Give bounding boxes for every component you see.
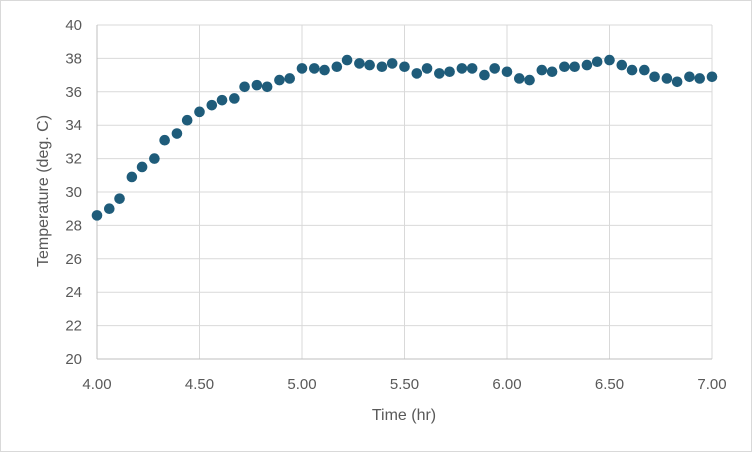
data-point — [354, 58, 365, 69]
y-tick-label: 22 — [65, 318, 82, 335]
data-point — [421, 63, 433, 74]
x-tick-label: 4.50 — [185, 376, 214, 393]
data-point — [626, 64, 638, 76]
data-point — [694, 73, 705, 84]
data-point — [126, 171, 138, 183]
data-point — [569, 61, 580, 73]
data-point — [479, 69, 490, 81]
data-point — [229, 93, 240, 104]
data-point — [444, 66, 455, 78]
data-point — [434, 68, 445, 79]
y-tick-label: 24 — [65, 284, 82, 301]
y-tick-label: 30 — [65, 184, 82, 201]
x-tick-label: 4.00 — [82, 376, 111, 393]
y-tick-label: 40 — [65, 17, 82, 34]
data-point — [411, 68, 423, 79]
data-point — [706, 71, 718, 83]
data-point — [514, 73, 525, 84]
data-point — [466, 63, 478, 74]
data-point — [684, 71, 695, 83]
data-point — [261, 81, 273, 93]
data-point — [559, 61, 570, 73]
data-point — [536, 64, 548, 76]
data-point — [331, 61, 343, 73]
tick-labels: 20 22 24 26 28 30 32 34 36 38 40 4.00 4.50 5.00 5.50 6.… — [65, 17, 726, 393]
data-point — [136, 161, 148, 173]
x-tick-label: 6.50 — [595, 376, 624, 393]
gridlines — [97, 24, 713, 359]
data-point — [296, 63, 308, 74]
data-point — [149, 153, 160, 164]
data-point — [104, 203, 115, 214]
y-tick-label: 26 — [65, 251, 82, 268]
data-point — [649, 71, 660, 83]
data-point — [319, 64, 330, 76]
x-axis-title: Time (hr) — [372, 407, 436, 424]
data-point — [501, 66, 513, 78]
data-point — [456, 63, 468, 74]
y-tick-label: 38 — [65, 50, 82, 67]
data-point — [399, 61, 410, 73]
y-tick-label: 28 — [65, 217, 82, 234]
data-point — [114, 193, 125, 204]
data-point — [581, 59, 593, 71]
y-tick-label: 34 — [65, 117, 82, 134]
data-point — [671, 76, 683, 88]
data-point — [239, 81, 250, 93]
data-point — [376, 61, 388, 73]
data-point — [386, 58, 398, 69]
data-point — [309, 63, 320, 74]
data-point — [616, 59, 628, 71]
data-point — [489, 63, 501, 74]
x-tick-label: 7.00 — [697, 376, 726, 393]
data-point — [661, 73, 673, 84]
data-point — [284, 73, 296, 84]
x-tick-label: 5.50 — [390, 376, 419, 393]
data-point — [181, 114, 193, 126]
data-point — [194, 106, 205, 118]
data-point — [251, 79, 263, 91]
data-point — [206, 99, 218, 111]
data-point — [364, 59, 375, 71]
data-point — [171, 128, 183, 139]
data-point — [604, 54, 615, 66]
data-point — [91, 210, 103, 221]
data-point — [341, 54, 353, 66]
data-point — [639, 64, 650, 76]
data-point — [591, 56, 603, 68]
y-axis-title: Temperature (deg. C) — [35, 115, 52, 267]
data-point — [216, 94, 228, 106]
x-tick-label: 6.00 — [492, 376, 521, 393]
data-point — [274, 74, 285, 86]
axes — [96, 25, 712, 360]
data-point — [159, 134, 170, 146]
data-points — [91, 54, 718, 221]
data-point — [546, 66, 558, 78]
x-tick-label: 5.00 — [287, 376, 316, 393]
y-tick-label: 32 — [65, 151, 82, 168]
y-tick-label: 36 — [65, 84, 82, 101]
data-point — [524, 74, 535, 86]
y-tick-label: 20 — [65, 351, 82, 368]
